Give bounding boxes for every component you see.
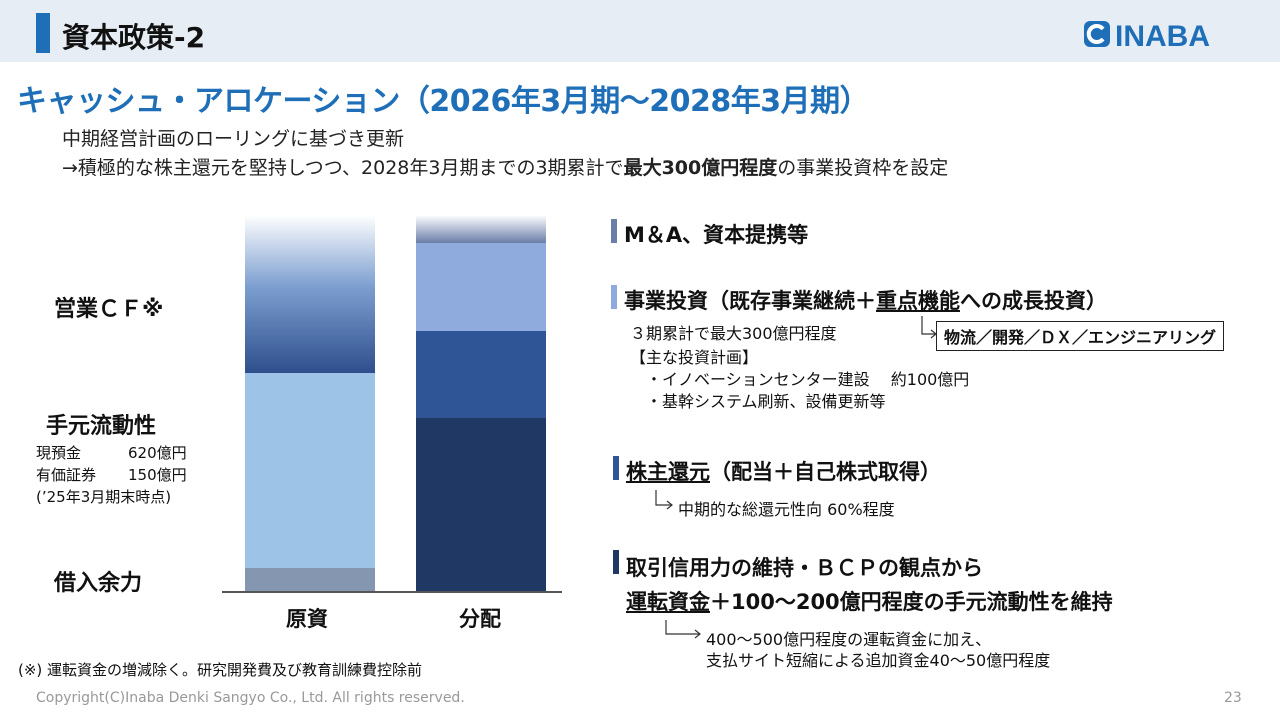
ma-title: M＆A、資本提携等 <box>624 223 809 247</box>
credit-line-2: 運転資金＋100～200億円程度の手元流動性を維持 <box>626 590 1113 614</box>
label-borrowing: 借入余力 <box>54 571 143 596</box>
returns-arrow-icon <box>655 490 673 510</box>
securities-label: 有価証券 <box>36 466 97 484</box>
investment-line-2: 【主な投資計画】 <box>630 348 759 367</box>
cash-value: 620億円 <box>128 444 187 462</box>
lead-line-1: 中期経営計画のローリングに基づき更新 <box>62 128 405 150</box>
credit-detail-2: 支払サイト短縮による追加資金40～50億円程度 <box>706 651 1051 670</box>
as-of-note: (’25年3月期末時点) <box>36 488 172 506</box>
header-band <box>0 0 1280 62</box>
credit-title: 取引信用力の維持・ＢＣＰの観点から <box>626 556 983 580</box>
credit-arrow-icon <box>665 620 701 639</box>
lead-emphasis: 最大300億円程度 <box>623 157 778 179</box>
main-heading: キャッシュ・アロケーション（2026年3月期～2028年3月期） <box>17 84 870 119</box>
logo-text: INABA <box>1115 20 1210 50</box>
investment-title: 事業投資（既存事業継続＋重点機能への成長投資） <box>624 289 1107 313</box>
bar-dist-working-capital <box>416 418 546 592</box>
label-liquidity: 手元流動性 <box>46 414 157 439</box>
investment-line-3: ・イノベーションセンター建設 約100億円 <box>646 370 970 389</box>
investment-line-1: ３期累計で最大300億円程度 <box>630 324 837 343</box>
category-label-distribution: 分配 <box>459 607 501 631</box>
returns-title: 株主還元（配当＋自己株式取得） <box>626 460 941 484</box>
ma-marker <box>611 219 617 243</box>
bar-dist-investment <box>416 243 546 331</box>
credit-marker <box>613 550 619 574</box>
returns-detail: 中期的な総還元性向 60%程度 <box>678 500 895 519</box>
callout-arrow-icon <box>921 316 937 339</box>
label-operating-cf: 営業ＣＦ※ <box>54 297 164 322</box>
bar-source-borrowing <box>245 568 375 592</box>
lead-line-2: →積極的な株主還元を堅持しつつ、2028年3月期までの3期累計で最大300億円程… <box>62 157 949 179</box>
inaba-logo: INABA <box>1084 20 1210 50</box>
key-functions-callout: 物流／開発／ＤＸ／エンジニアリング <box>936 321 1225 351</box>
investment-marker <box>611 285 617 309</box>
page-number: 23 <box>1224 690 1242 706</box>
bar-dist-returns <box>416 331 546 418</box>
bar-dist-ma <box>416 215 546 243</box>
investment-line-4: ・基幹システム刷新、設備更新等 <box>646 392 886 411</box>
bar-source-operating-cf <box>245 215 375 373</box>
category-label-source: 原資 <box>286 607 328 631</box>
credit-detail-1: 400～500億円程度の運転資金に加え、 <box>706 630 992 649</box>
securities-value: 150億円 <box>128 466 187 484</box>
bar-source-liquidity <box>245 373 375 568</box>
copyright: Copyright(C)Inaba Denki Sangyo Co., Ltd.… <box>36 690 465 706</box>
returns-marker <box>613 456 619 480</box>
chart-axis <box>222 591 562 593</box>
chart-defs <box>0 0 1 1</box>
header-accent-bar <box>36 13 50 53</box>
cash-label: 現預金 <box>36 444 82 462</box>
footnote: (※) 運転資金の増減除く。研究開発費及び教育訓練費控除前 <box>18 661 423 679</box>
slide-title: 資本政策-2 <box>62 21 206 54</box>
